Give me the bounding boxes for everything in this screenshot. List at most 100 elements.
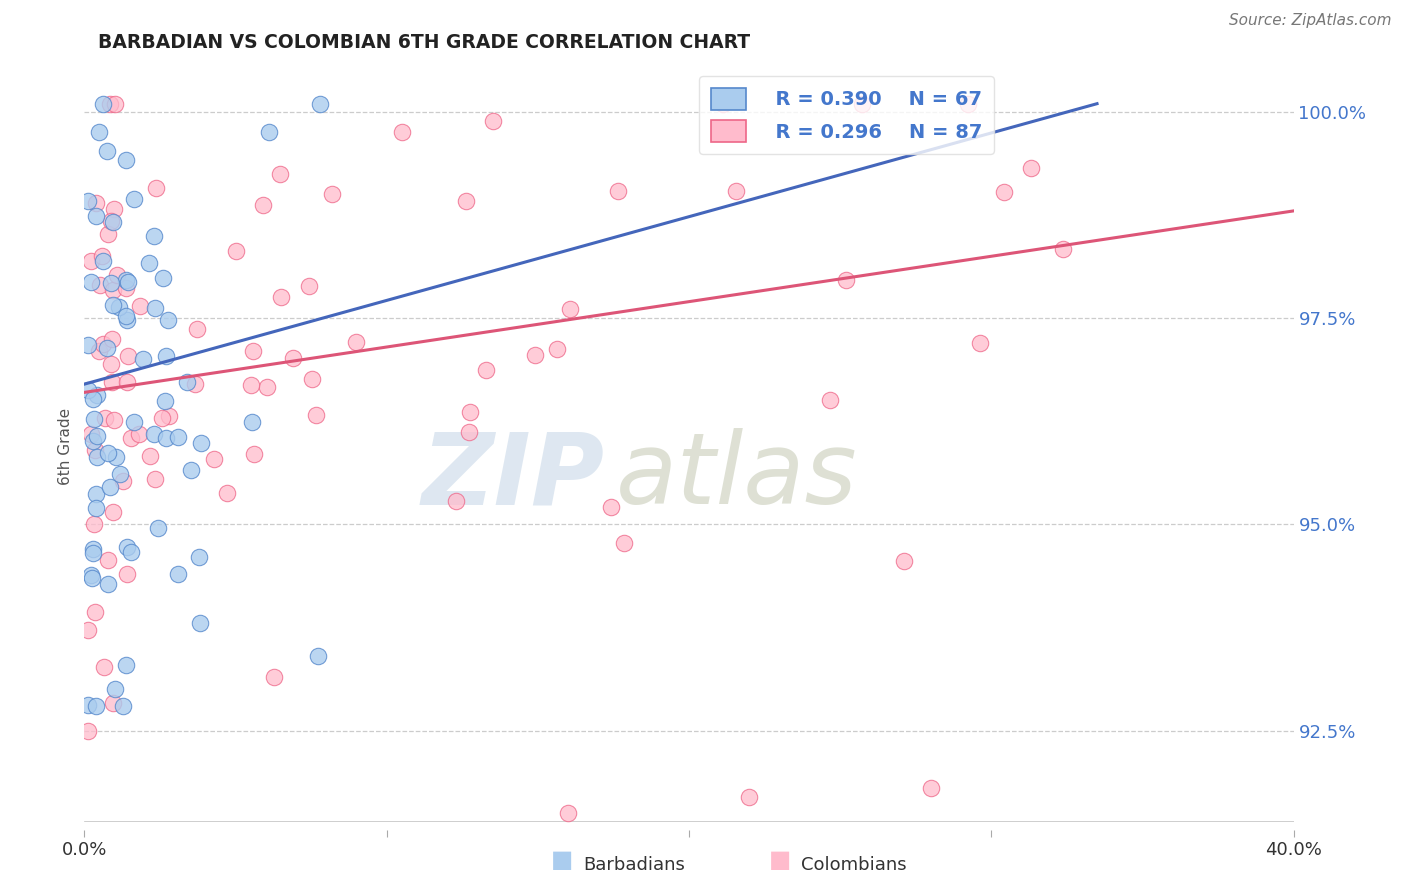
Point [115,281,138,295]
Point [242,344,264,359]
Point [738,789,761,804]
Point [86,388,108,402]
Point [96,144,118,158]
Point [89,278,111,293]
Point [190,436,212,450]
Point [104,682,127,697]
Point [187,550,209,565]
Point [240,378,263,392]
Point [256,380,278,394]
Point [122,415,145,429]
Point [269,167,291,181]
Point [301,372,323,386]
Point [1019,161,1042,175]
Point [146,521,169,535]
Point [851,96,873,111]
Point [176,376,198,390]
Point [96,341,118,355]
Point [190,616,212,631]
Point [100,277,122,291]
Point [818,392,841,407]
Point [84,487,107,501]
Point [93,337,115,351]
Point [305,408,328,422]
Point [77,623,100,637]
Point [100,357,122,371]
Point [993,185,1015,199]
Point [112,698,135,713]
Point [186,321,208,335]
Point [105,268,128,282]
Point [115,313,138,327]
Point [80,275,103,289]
Point [86,698,108,713]
Text: Source: ZipAtlas.com: Source: ZipAtlas.com [1229,13,1392,29]
Point [77,338,100,352]
Point [344,334,367,349]
Point [600,500,623,514]
Text: ■: ■ [769,848,792,872]
Point [166,430,188,444]
Point [94,410,117,425]
Point [454,194,477,208]
Point [139,449,162,463]
Point [120,431,142,445]
Point [110,467,132,481]
Point [969,336,991,351]
Point [458,405,481,419]
Point [76,723,98,738]
Point [101,332,124,346]
Point [298,279,321,293]
Point [138,256,160,270]
Point [103,413,125,427]
Y-axis label: 6th Grade: 6th Grade [58,408,73,484]
Text: BARBADIAN VS COLOMBIAN 6TH GRADE CORRELATION CHART: BARBADIAN VS COLOMBIAN 6TH GRADE CORRELA… [98,33,751,52]
Point [103,202,125,217]
Point [957,96,980,111]
Point [156,313,179,327]
Point [83,517,105,532]
Point [80,571,103,585]
Point [89,125,111,139]
Point [114,657,136,672]
Point [117,540,139,554]
Point [308,96,330,111]
Point [129,299,152,313]
Point [155,431,177,445]
Point [145,181,167,195]
Point [142,426,165,441]
Point [77,194,100,208]
Point [128,426,150,441]
Point [132,351,155,366]
Point [252,198,274,212]
Point [557,806,579,821]
Text: ■: ■ [551,848,574,872]
Point [613,535,636,549]
Point [155,349,177,363]
Legend:   R = 0.390    N = 67,   R = 0.296    N = 87: R = 0.390 N = 67, R = 0.296 N = 87 [699,76,994,154]
Point [115,153,138,167]
Point [101,298,124,312]
Point [87,343,110,358]
Point [893,553,915,567]
Point [101,505,124,519]
Point [711,96,734,111]
Point [108,300,131,314]
Point [391,125,413,139]
Point [457,425,479,439]
Point [104,450,127,464]
Point [117,350,139,364]
Text: Colombians: Colombians [801,856,907,874]
Point [83,412,105,426]
Point [157,409,180,423]
Point [263,670,285,684]
Point [225,244,247,259]
Point [1052,242,1074,256]
Point [153,394,176,409]
Point [482,113,505,128]
Point [835,273,858,287]
Point [82,546,104,560]
Point [243,446,266,460]
Point [90,249,112,263]
Point [546,342,568,356]
